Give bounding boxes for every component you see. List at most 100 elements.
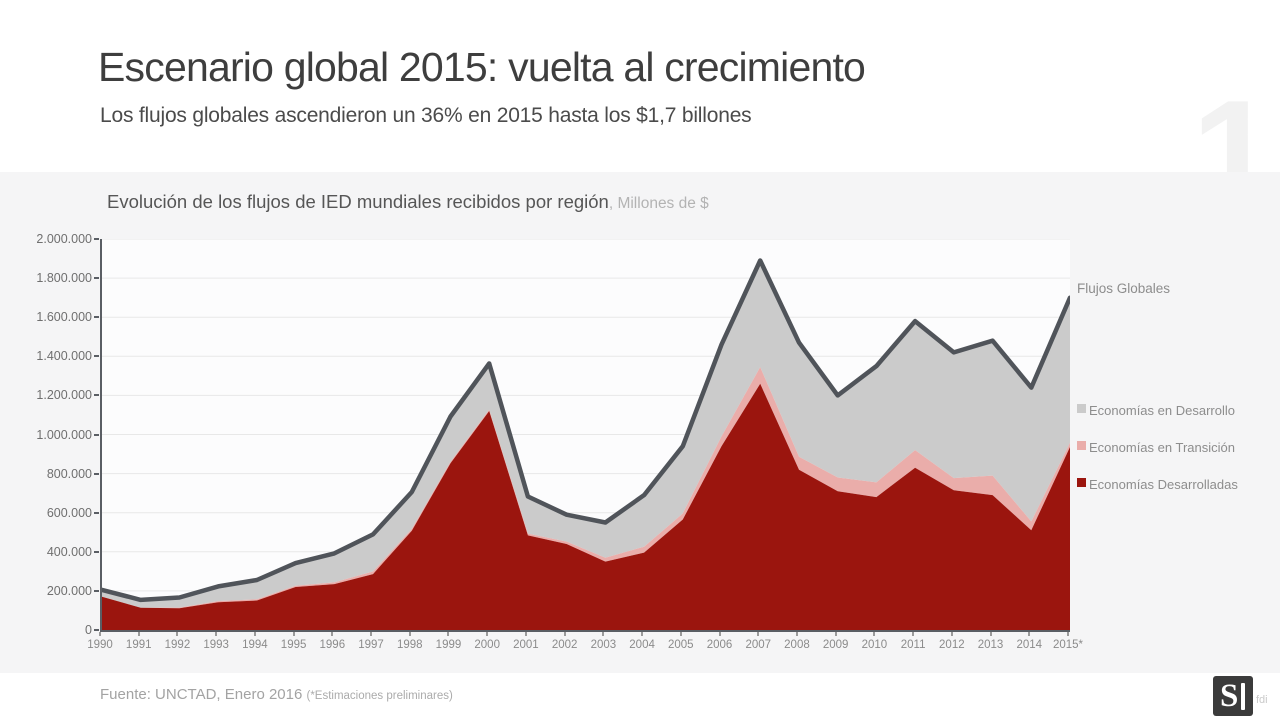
legend-item: Economías Desarrolladas (1077, 478, 1238, 492)
x-tick-mark (331, 632, 334, 636)
y-tick-mark (94, 550, 99, 553)
x-tick-mark (370, 632, 373, 636)
chart-title-text: Evolución de los flujos de IED mundiales… (107, 191, 609, 212)
x-tick-mark (718, 632, 721, 636)
logo-mark: S (1213, 676, 1253, 716)
plot-area (100, 239, 1070, 632)
x-tick-label: 1995 (280, 639, 307, 651)
y-tick-label: 1.200.000 (36, 388, 92, 403)
x-tick-label: 2006 (706, 639, 733, 651)
y-tick-label: 600.000 (46, 505, 92, 520)
y-tick-label: 1.600.000 (36, 310, 92, 325)
x-tick-label: 2005 (668, 639, 694, 651)
x-tick-mark (950, 632, 953, 636)
x-tick-mark (912, 632, 915, 636)
y-tick-mark (94, 629, 99, 631)
y-tick-mark (94, 472, 99, 475)
chart-panel: Evolución de los flujos de IED mundiales… (0, 172, 1280, 673)
x-tick-mark (292, 632, 295, 636)
y-tick-label: 400.000 (46, 544, 92, 559)
x-tick-mark (408, 632, 411, 636)
x-tick-label: 2000 (474, 639, 500, 651)
chart-legend: Economías en Desarrollo Economías en Tran… (1077, 404, 1238, 515)
y-tick-mark (94, 511, 99, 514)
line-series-label: Flujos Globales (1077, 281, 1171, 296)
x-tick-label: 1998 (396, 639, 423, 651)
x-tick-label: 2004 (629, 639, 655, 651)
page-subtitle: Los flujos globales ascendieron un 36% e… (100, 104, 752, 127)
x-tick-label: 1999 (435, 639, 462, 651)
chart-units: , Millones de $ (608, 195, 709, 212)
x-tick-mark (99, 632, 101, 636)
legend-item: Economías en Transición (1077, 441, 1238, 455)
x-tick-label: 1991 (125, 639, 152, 651)
footer: Fuente: UNCTAD, Enero 2016 (*Estimacione… (100, 686, 453, 704)
x-tick-label: 2009 (822, 639, 849, 651)
logo: S fdi (1213, 676, 1268, 716)
x-tick-mark (1028, 632, 1031, 636)
x-tick-mark (253, 632, 256, 636)
y-tick-mark (94, 355, 99, 358)
legend-label: Economías en Transición (1089, 440, 1235, 455)
logo-suffix: fdi (1256, 694, 1268, 706)
y-tick-mark (94, 238, 99, 240)
x-tick-label: 2008 (784, 639, 810, 651)
y-tick-mark (94, 394, 99, 397)
x-tick-label: 1997 (358, 639, 384, 651)
y-tick-mark (94, 316, 99, 319)
x-tick-label: 2014 (1016, 639, 1043, 651)
x-tick-mark (873, 632, 876, 636)
x-tick-label: 2001 (513, 639, 539, 651)
x-tick-mark (563, 632, 566, 636)
page-title: Escenario global 2015: vuelta al crecimi… (98, 44, 866, 90)
x-tick-mark (679, 632, 682, 636)
x-tick-mark (795, 632, 798, 636)
x-tick-label: 1994 (242, 639, 268, 651)
x-tick-label: 1996 (319, 639, 346, 651)
x-tick-mark (834, 632, 837, 636)
y-tick-mark (94, 433, 99, 436)
x-tick-mark (447, 632, 450, 636)
y-tick-label: 0 (85, 623, 92, 637)
footer-note: (*Estimaciones preliminares) (306, 690, 453, 702)
x-tick-label: 1990 (87, 639, 113, 651)
logo-bar-icon (1241, 683, 1245, 710)
x-tick-label: 2011 (900, 639, 926, 651)
legend-label: Economías Desarrolladas (1089, 477, 1238, 492)
y-tick-label: 1.400.000 (36, 349, 92, 364)
legend-item: Economías en Desarrollo (1077, 404, 1238, 418)
x-tick-label: 2003 (590, 639, 617, 651)
x-tick-label: 2013 (977, 639, 1004, 651)
x-tick-mark (137, 632, 140, 636)
x-tick-mark (486, 632, 489, 636)
x-tick-mark (989, 632, 992, 636)
x-tick-mark (176, 632, 179, 636)
x-tick-label: 2015* (1052, 639, 1084, 651)
x-tick-label: 1992 (164, 639, 191, 651)
y-tick-label: 800.000 (46, 466, 92, 481)
x-tick-mark (1067, 632, 1069, 636)
x-tick-label: 2002 (551, 639, 578, 651)
x-tick-label: 2007 (745, 639, 772, 651)
y-tick-mark (94, 589, 99, 592)
legend-label: Economías en Desarrollo (1089, 403, 1235, 418)
logo-letter: S (1220, 678, 1239, 714)
x-tick-label: 2012 (939, 639, 965, 651)
x-tick-label: 1993 (203, 639, 229, 651)
x-tick-label: 2010 (861, 639, 888, 651)
y-tick-label: 1.800.000 (36, 271, 92, 286)
legend-swatch-icon (1077, 478, 1086, 487)
x-tick-mark (757, 632, 760, 636)
stacked-area-chart (102, 239, 1070, 630)
x-tick-mark (215, 632, 218, 636)
x-tick-mark (524, 632, 527, 636)
y-tick-mark (94, 277, 99, 280)
y-tick-label: 2.000.000 (36, 232, 92, 246)
y-tick-label: 1.000.000 (36, 427, 92, 442)
footer-source: Fuente: UNCTAD, Enero 2016 (100, 686, 307, 703)
x-tick-mark (602, 632, 605, 636)
y-tick-label: 200.000 (46, 583, 92, 598)
chart-title: Evolución de los flujos de IED mundiales… (107, 191, 709, 213)
legend-swatch-icon (1077, 441, 1086, 450)
